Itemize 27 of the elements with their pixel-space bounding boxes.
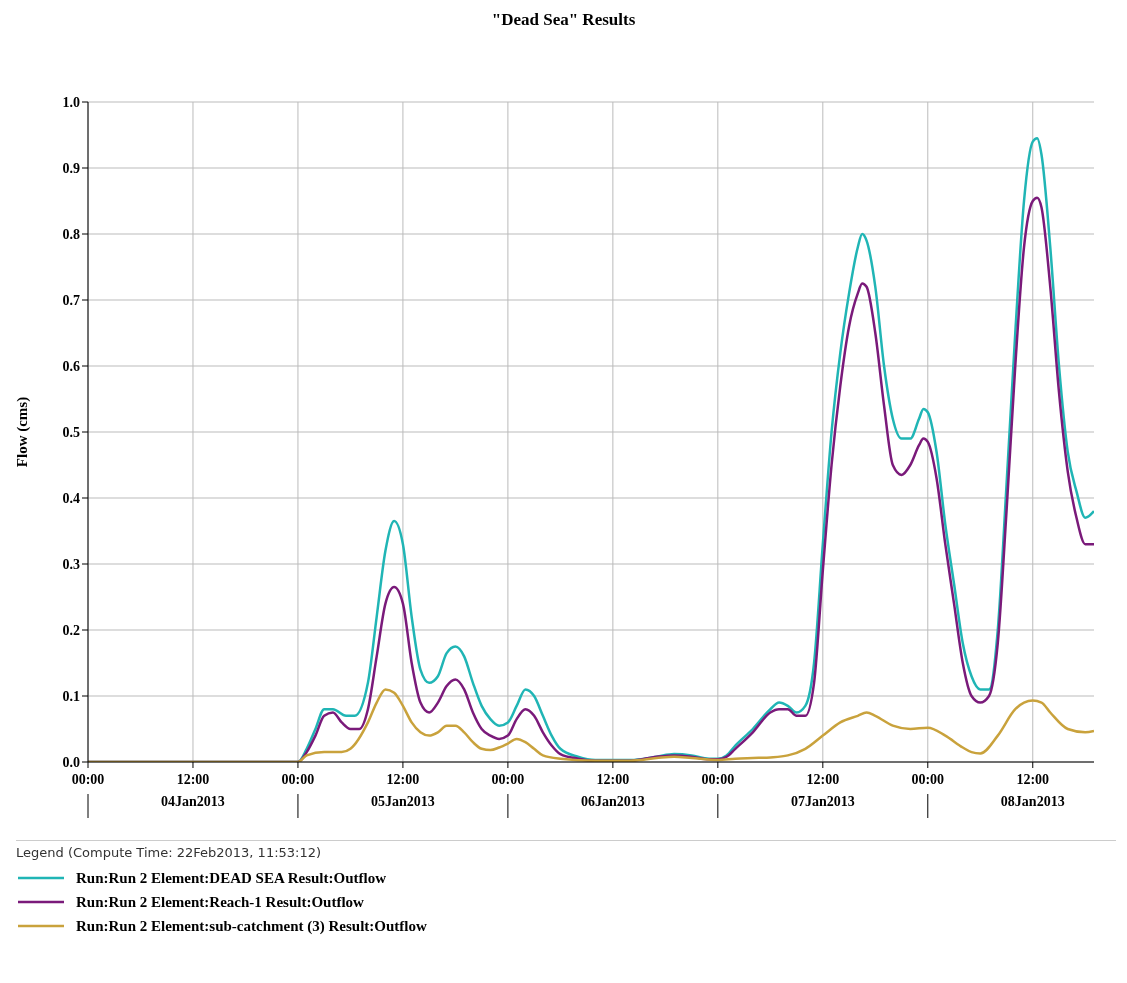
x-tick-label: 00:00 xyxy=(71,772,105,787)
y-tick-label: 0.0 xyxy=(62,754,80,770)
y-tick-label: 1.0 xyxy=(62,94,80,110)
y-tick-label: 0.8 xyxy=(62,226,80,242)
y-tick-label: 0.2 xyxy=(62,622,80,638)
x-tick-label: 00:00 xyxy=(701,772,735,787)
y-axis-title: Flow (cms) xyxy=(14,396,32,468)
x-tick-label: 00:00 xyxy=(281,772,315,787)
x-tick-label: 12:00 06Jan2013 xyxy=(580,772,645,809)
y-tick-label: 0.7 xyxy=(62,292,80,308)
y-tick-label: 0.1 xyxy=(62,688,80,704)
legend-label: Run:Run 2 Element:DEAD SEA Result:Outflow xyxy=(76,869,387,887)
legend-title: Legend (Compute Time: 22Feb2013, 11:53:12) xyxy=(16,845,323,860)
x-tick-label: 12:00 05Jan2013 xyxy=(371,772,435,809)
y-tick-label: 0.5 xyxy=(62,424,80,440)
y-tick-label: 0.9 xyxy=(62,160,80,176)
y-tick-label: 0.6 xyxy=(62,358,80,374)
x-tick-label: 12:00 07Jan2013 xyxy=(790,772,855,809)
legend-label: Run:Run 2 Element:sub-catchment (3) Result:Outflow xyxy=(76,917,427,935)
x-tick-label: 12:00 08Jan2013 xyxy=(1000,772,1065,809)
legend-label: Run:Run 2 Element:Reach-1 Result:Outflow xyxy=(76,893,364,911)
chart-title: "Dead Sea" Results xyxy=(490,9,637,31)
y-tick-label: 0.3 xyxy=(62,556,80,572)
x-tick-label: 12:00 04Jan2013 xyxy=(161,772,225,809)
y-tick-label: 0.4 xyxy=(62,490,80,506)
x-tick-label: 00:00 xyxy=(491,772,525,787)
x-tick-label: 00:00 xyxy=(911,772,945,787)
